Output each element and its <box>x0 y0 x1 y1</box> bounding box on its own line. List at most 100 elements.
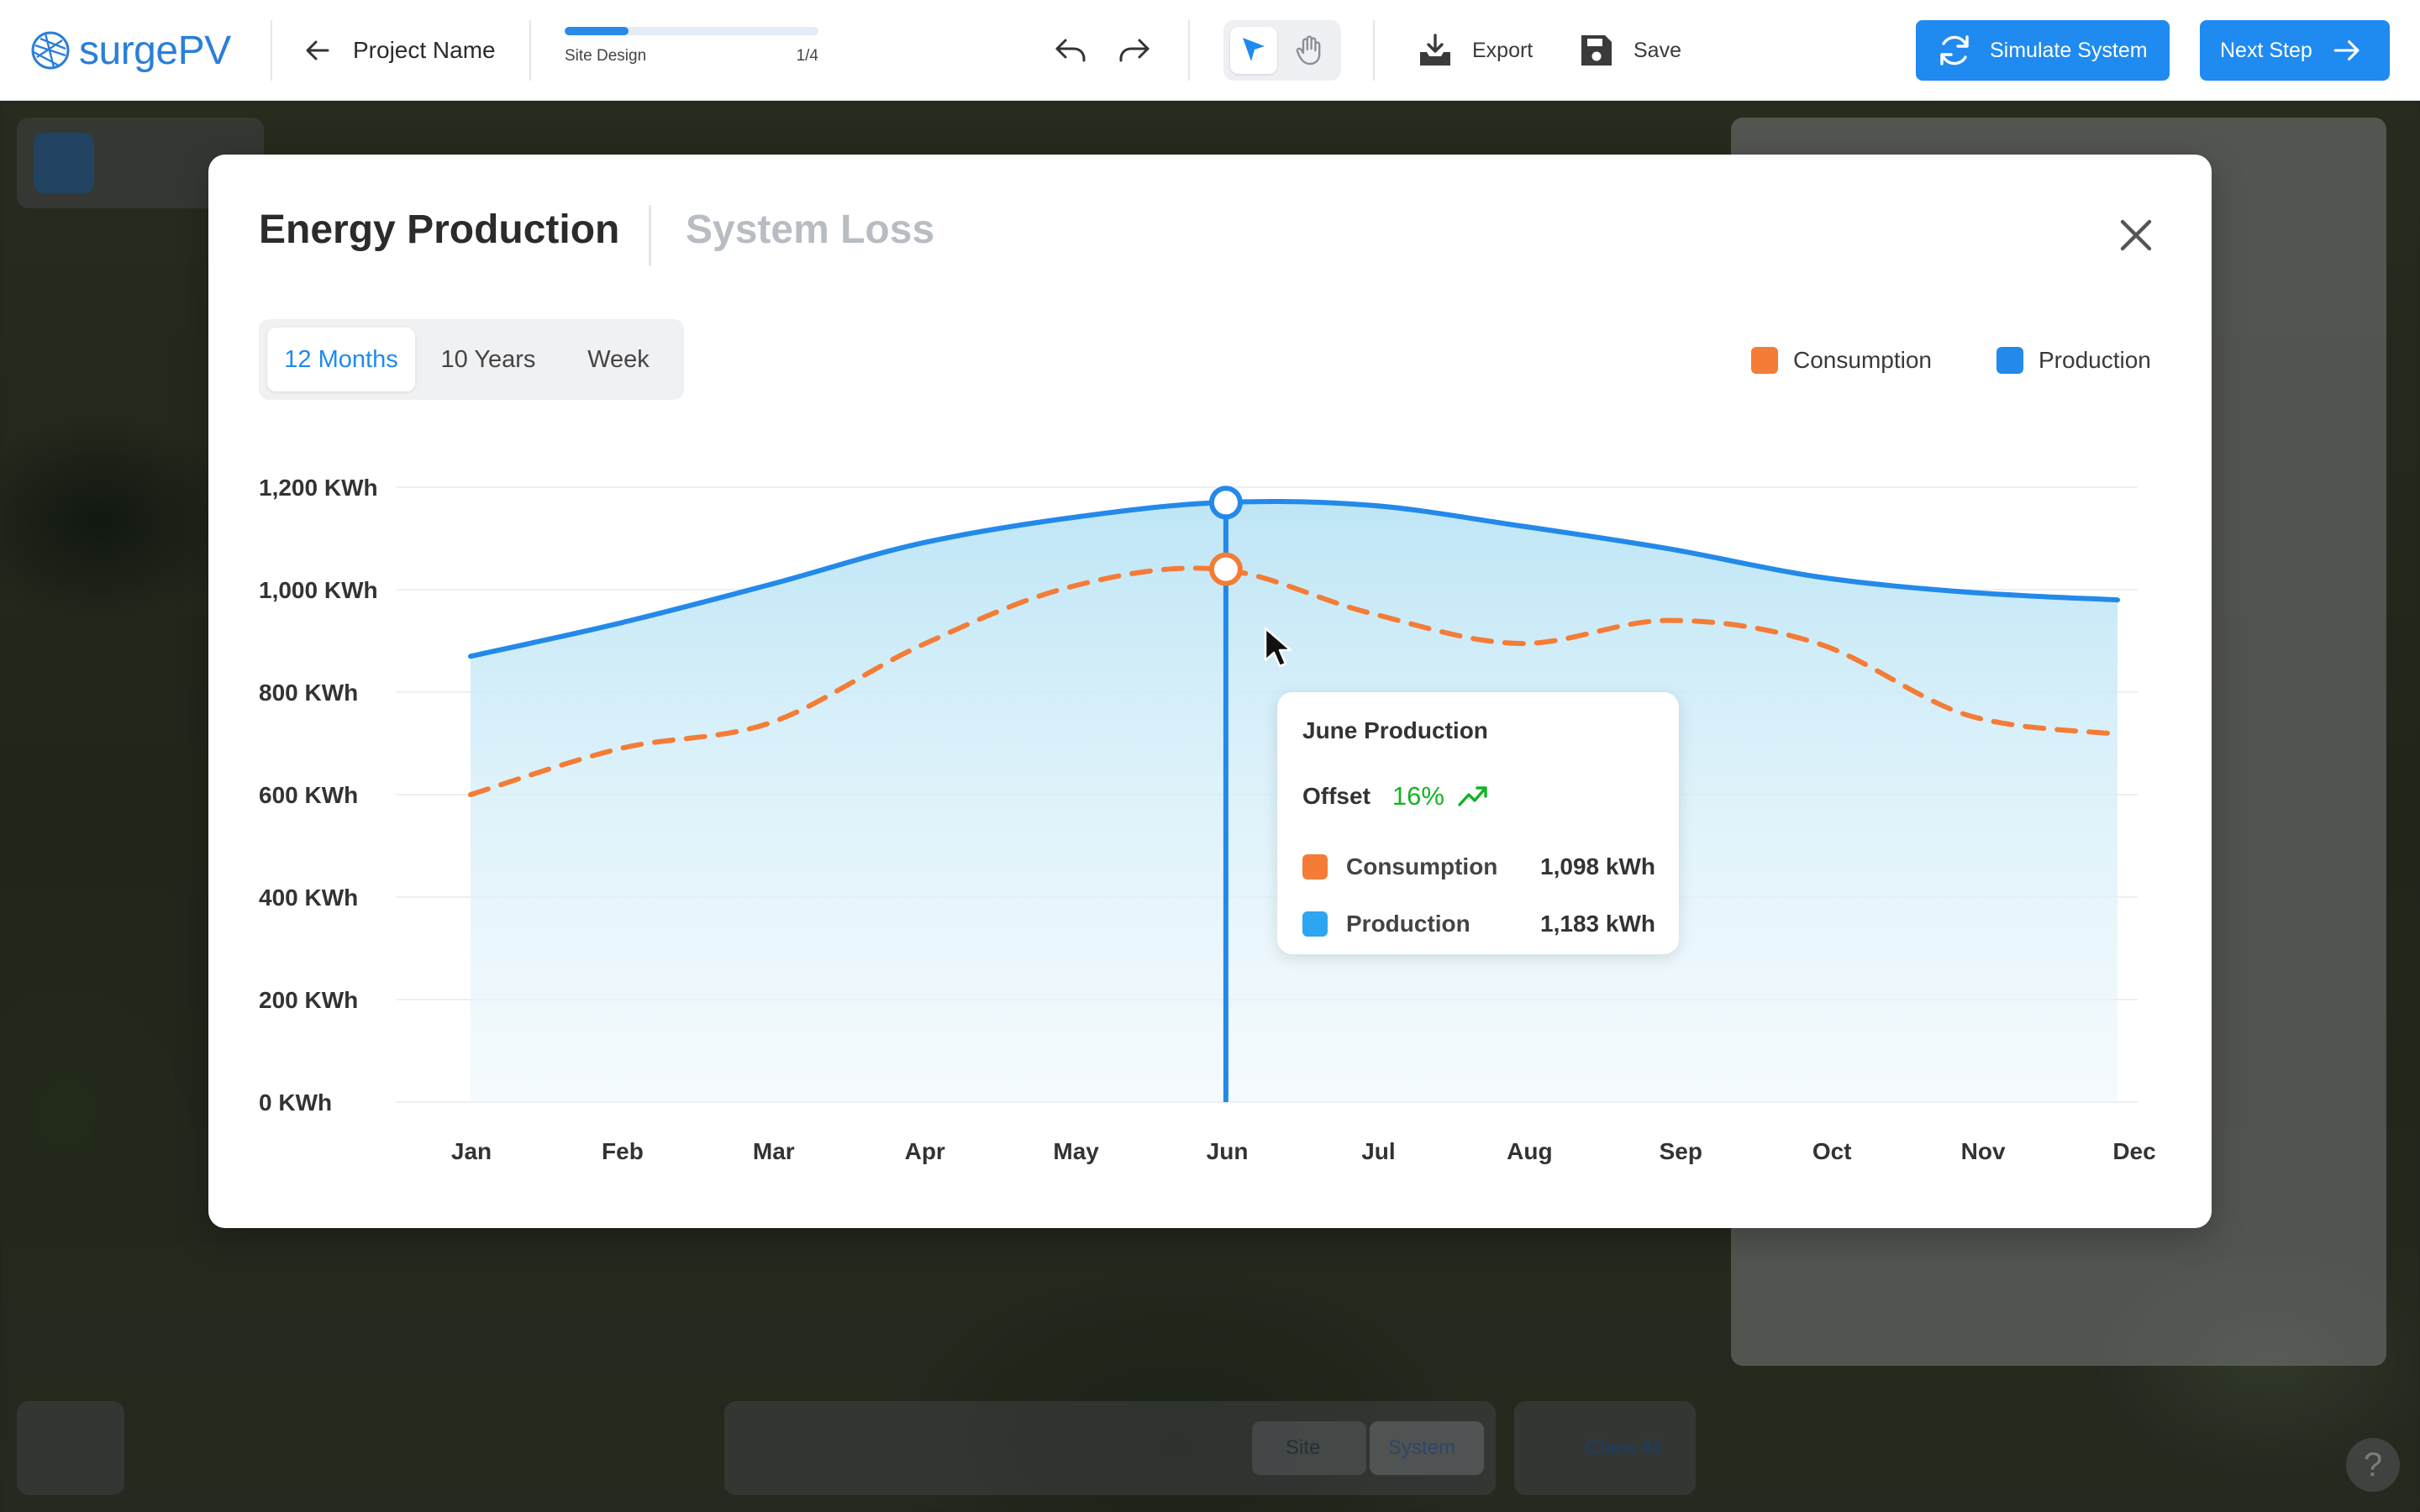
tooltip-offset-value: 16% <box>1392 781 1444 811</box>
assistant-label: Clara AI <box>1585 1436 1660 1459</box>
y-tick-label: 800 KWh <box>259 680 358 706</box>
x-tick-label: Nov <box>1961 1138 2006 1164</box>
x-tick-label: Feb <box>602 1138 644 1164</box>
consumption-line <box>468 565 2120 797</box>
legend-production-label: Production <box>2039 347 2151 373</box>
x-tick-label: Oct <box>1812 1138 1852 1164</box>
x-tick-label: Jun <box>1207 1138 1249 1164</box>
segment-site-label: Site <box>1286 1436 1321 1459</box>
tooltip-consumption-label: Consumption <box>1346 853 1498 879</box>
divider <box>1188 20 1190 81</box>
tooltip-consumption-value: 1,098 kWh <box>1540 853 1655 879</box>
tooltip-production-swatch <box>1302 911 1328 937</box>
progress-fill <box>565 27 629 35</box>
trend-up-icon <box>1458 786 1487 806</box>
segment-system <box>1370 1421 1484 1475</box>
x-tick-label: May <box>1053 1138 1099 1164</box>
divider <box>271 20 272 81</box>
legend-consumption[interactable]: Consumption <box>1751 346 1932 375</box>
bottom-toolbar <box>724 1401 1496 1495</box>
tooltip-row-consumption: Consumption 1,098 kWh <box>1302 852 1655 882</box>
tooltip-offset: Offset 16% <box>1302 780 1490 813</box>
back-button[interactable]: Project Name <box>302 30 496 71</box>
undo-button[interactable] <box>1050 30 1091 71</box>
select-mode-button[interactable] <box>1230 27 1277 74</box>
x-tick-label: Dec <box>2112 1138 2155 1164</box>
tab-divider <box>649 205 651 265</box>
range-10-years[interactable]: 10 Years <box>440 345 536 373</box>
production-point-jun[interactable] <box>1208 486 1243 520</box>
y-tick-label: 600 KWh <box>259 782 358 808</box>
range-week[interactable]: Week <box>587 345 650 373</box>
energy-modal: Energy Production System Loss 12 Months … <box>208 155 2212 1228</box>
tooltip-production-label: Production <box>1346 911 1470 937</box>
next-step-button[interactable]: Next Step <box>2200 20 2390 81</box>
legend-production-swatch <box>1996 347 2023 374</box>
legend-consumption-label: Consumption <box>1793 347 1932 373</box>
energy-chart: 0 KWh 200 KWh 400 KWh 600 KWh 800 KWh 1,200 K… <box>259 475 2156 1164</box>
close-button[interactable] <box>2114 213 2158 257</box>
y-tick-label: 0 KWh <box>259 1089 332 1116</box>
pointer-mode-group <box>1223 20 1341 81</box>
arrow-right-icon <box>2333 40 2360 60</box>
tooltip-row-production: Production 1,183 kWh <box>1302 909 1655 939</box>
tooltip-production-value: 1,183 kWh <box>1540 911 1655 937</box>
chart-tooltip: June Production Offset 16% Consumption 1… <box>1277 692 1679 954</box>
tooltip-title: June Production <box>1302 717 1488 743</box>
simulate-system-label: Simulate System <box>1990 38 2148 62</box>
tab-system-loss[interactable]: System Loss <box>686 207 935 252</box>
divider <box>1373 20 1375 81</box>
project-name: Project Name <box>353 37 496 63</box>
zoom-control <box>17 1401 124 1495</box>
save-button[interactable]: Save <box>1578 27 1681 74</box>
cursor-icon <box>1243 38 1265 61</box>
redo-button[interactable] <box>1114 30 1155 71</box>
consumption-point-jun[interactable] <box>1208 552 1243 586</box>
step-progress: Site Design 1/4 <box>565 27 818 66</box>
tab-energy-production[interactable]: Energy Production <box>259 207 620 252</box>
x-tick-label: Sep <box>1660 1138 1702 1164</box>
tooltip-consumption-swatch <box>1302 854 1328 879</box>
progress-track <box>565 27 818 35</box>
y-tick-label: 1,200 KWh <box>259 475 378 501</box>
floppy-disk-icon <box>1581 35 1612 66</box>
progress-label: Site Design <box>565 47 647 65</box>
range-12-months[interactable]: 12 Months <box>267 328 415 391</box>
undo-icon <box>1055 39 1086 62</box>
export-button[interactable]: Export <box>1417 27 1533 74</box>
brand-logo: surgePV <box>29 25 231 76</box>
top-bar: surgePV Project Name Site Design 1/4 <box>0 0 2420 101</box>
segment-site <box>1252 1421 1366 1475</box>
x-tick-label: Jul <box>1361 1138 1395 1164</box>
pan-mode-button[interactable] <box>1286 27 1333 74</box>
x-tick-label: Jan <box>451 1138 492 1164</box>
hand-icon <box>1296 35 1321 66</box>
next-step-label: Next Step <box>2220 38 2312 62</box>
y-tick-label: 200 KWh <box>259 987 358 1013</box>
refresh-icon <box>1940 35 1969 66</box>
download-tray-icon <box>1420 34 1450 66</box>
progress-step: 1/4 <box>796 47 818 65</box>
tooltip-offset-label: Offset <box>1302 783 1370 809</box>
assistant-button <box>1514 1401 1696 1495</box>
redo-icon <box>1119 39 1150 62</box>
arrow-left-icon <box>306 40 329 60</box>
production-line <box>468 498 2120 659</box>
divider <box>529 20 531 81</box>
x-tick-label: Mar <box>753 1138 795 1164</box>
simulate-system-button[interactable]: Simulate System <box>1916 20 2170 81</box>
save-label: Save <box>1634 38 1681 62</box>
legend-production[interactable]: Production <box>1996 346 2151 375</box>
y-tick-label: 400 KWh <box>259 885 358 911</box>
close-icon <box>2120 219 2152 251</box>
legend-consumption-swatch <box>1751 347 1778 374</box>
mouse-cursor-icon <box>1264 627 1292 668</box>
x-tick-label: Aug <box>1507 1138 1552 1164</box>
left-toolbar-active-tool <box>34 133 94 193</box>
help-button: ? <box>2346 1438 2400 1492</box>
y-tick-label: 1,000 KWh <box>259 577 378 603</box>
segment-system-label: System <box>1388 1436 1456 1459</box>
brand-name: surgePV <box>79 28 231 73</box>
export-label: Export <box>1472 38 1534 62</box>
x-tick-label: Apr <box>905 1138 945 1164</box>
